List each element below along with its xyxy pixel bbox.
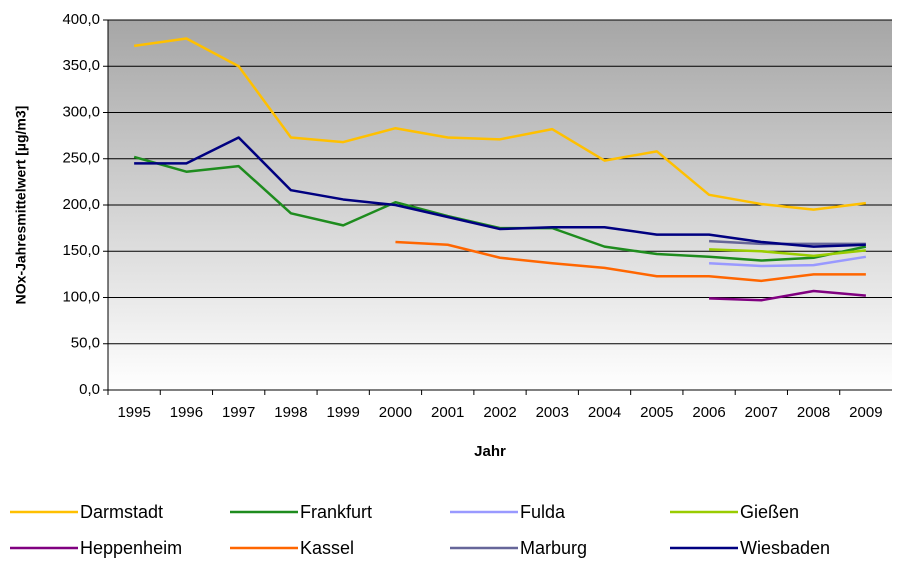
x-tick-label: 1997 [222,404,255,421]
y-tick-label: 200,0 [62,196,100,213]
y-tick-label: 250,0 [62,150,100,167]
legend-label: Fulda [520,502,566,522]
x-tick-label: 2002 [483,404,516,421]
legend-label: Marburg [520,538,587,558]
y-tick-label: 100,0 [62,288,100,305]
series-line [133,37,867,211]
y-tick-label: 300,0 [62,103,100,120]
x-tick-label: 2006 [692,404,725,421]
series-line [709,255,867,268]
x-tick-label: 2003 [536,404,569,421]
x-tick-label: 2004 [588,404,621,421]
x-tick-label: 1996 [170,404,203,421]
x-tick-label: 2008 [797,404,830,421]
series-line [134,136,866,248]
x-tick-label: 2005 [640,404,673,421]
legend-label: Heppenheim [80,538,182,558]
series-line [395,240,866,283]
series-line [709,248,866,258]
y-tick-label: 0,0 [79,381,100,398]
series-line [709,289,866,302]
x-tick-label: 1995 [117,404,150,421]
legend-label: Wiesbaden [740,538,830,558]
y-axis-label: NOx-Jahresmittelwert [µg/m3] [13,106,29,305]
y-tick-label: 150,0 [62,242,100,259]
x-tick-label: 2009 [849,404,882,421]
legend-label: Gießen [740,502,799,522]
y-tick-label: 400,0 [62,11,100,28]
x-axis-label: Jahr [474,443,506,460]
x-tick-label: 2000 [379,404,412,421]
legend-label: Darmstadt [80,502,163,522]
x-tick-label: 2001 [431,404,464,421]
x-tick-label: 2007 [745,404,778,421]
x-tick-label: 1998 [274,404,307,421]
legend-label: Frankfurt [300,502,372,522]
legend-label: Kassel [300,538,354,558]
y-tick-label: 350,0 [62,57,100,74]
y-tick-label: 50,0 [71,335,100,352]
x-tick-label: 1999 [327,404,360,421]
